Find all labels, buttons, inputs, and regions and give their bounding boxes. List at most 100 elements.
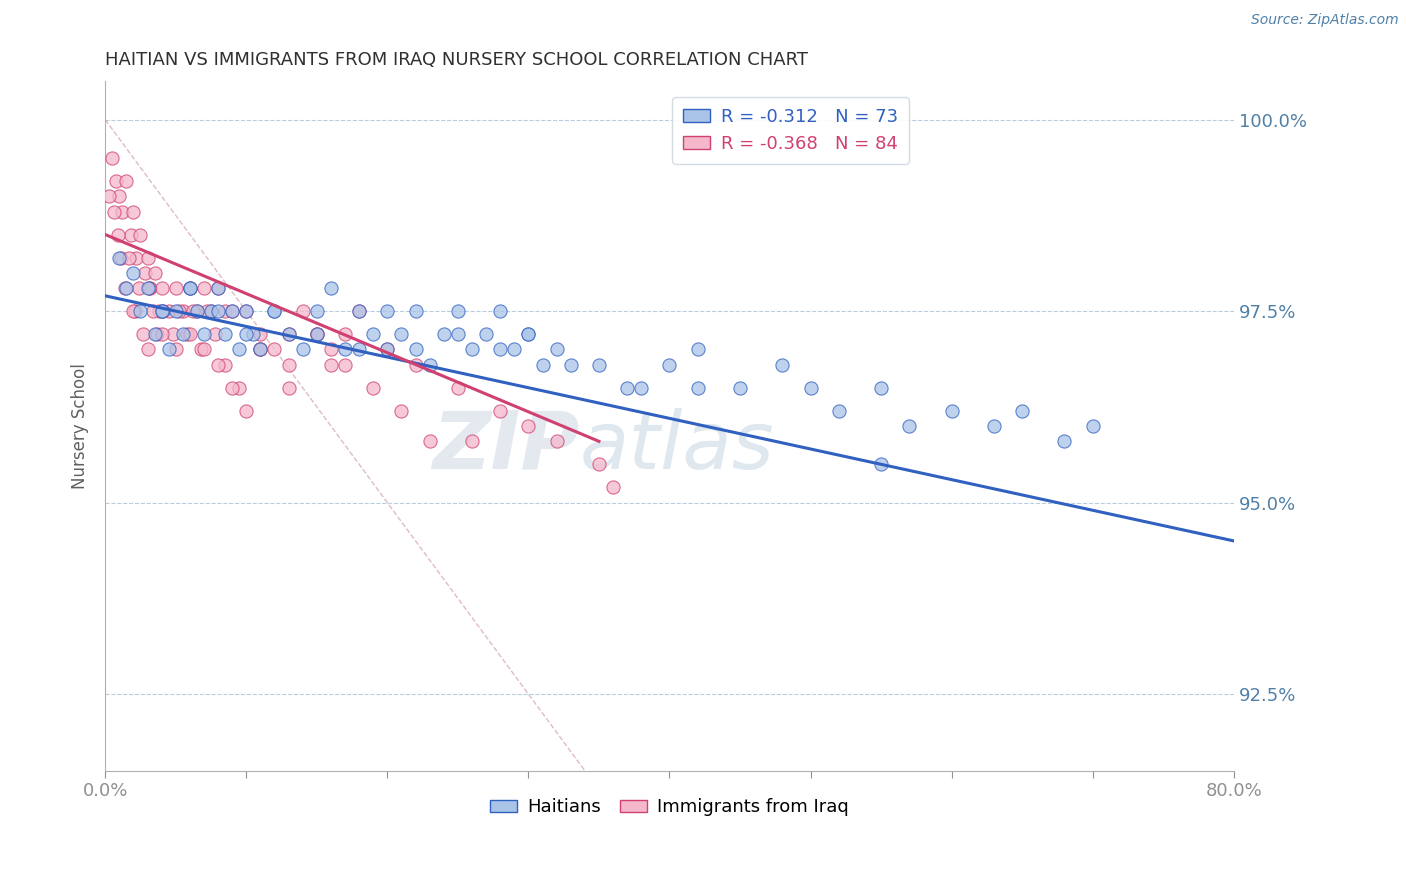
Point <box>277 327 299 342</box>
Point <box>235 327 257 342</box>
Point <box>305 304 328 318</box>
Point <box>186 304 208 318</box>
Point <box>546 434 568 449</box>
Point <box>207 281 229 295</box>
Point <box>377 304 399 318</box>
Point <box>242 327 264 342</box>
Point <box>124 304 146 318</box>
Point <box>447 304 470 318</box>
Point <box>235 304 257 318</box>
Point <box>214 304 236 318</box>
Text: Source: ZipAtlas.com: Source: ZipAtlas.com <box>1251 13 1399 28</box>
Point <box>165 343 187 357</box>
Point <box>204 327 226 342</box>
Point <box>157 304 180 318</box>
Point <box>115 174 138 188</box>
Point <box>165 304 187 318</box>
Point <box>898 419 921 434</box>
Point <box>503 343 526 357</box>
Point <box>630 381 652 395</box>
Point <box>277 358 299 372</box>
Point <box>263 304 285 318</box>
Point <box>489 343 512 357</box>
Text: ZIP: ZIP <box>432 408 579 486</box>
Point <box>405 358 427 372</box>
Point <box>333 343 356 357</box>
Point <box>391 327 413 342</box>
Point <box>98 189 121 203</box>
Point <box>129 304 152 318</box>
Point <box>1053 434 1076 449</box>
Point <box>347 304 370 318</box>
Point <box>361 327 384 342</box>
Point <box>941 403 963 417</box>
Point <box>143 266 166 280</box>
Point <box>870 458 893 472</box>
Point <box>179 281 201 295</box>
Point <box>136 343 159 357</box>
Point <box>686 381 709 395</box>
Point <box>377 343 399 357</box>
Point <box>179 327 201 342</box>
Point <box>150 304 173 318</box>
Point <box>249 343 271 357</box>
Point <box>405 304 427 318</box>
Point <box>207 304 229 318</box>
Text: HAITIAN VS IMMIGRANTS FROM IRAQ NURSERY SCHOOL CORRELATION CHART: HAITIAN VS IMMIGRANTS FROM IRAQ NURSERY … <box>105 51 808 69</box>
Point <box>489 304 512 318</box>
Point <box>333 327 356 342</box>
Point <box>291 304 314 318</box>
Point <box>142 304 165 318</box>
Point <box>347 343 370 357</box>
Point <box>728 381 751 395</box>
Point <box>221 381 243 395</box>
Legend: Haitians, Immigrants from Iraq: Haitians, Immigrants from Iraq <box>482 791 856 823</box>
Point <box>193 343 215 357</box>
Point <box>179 281 201 295</box>
Point <box>108 251 131 265</box>
Point <box>107 227 129 242</box>
Point <box>193 281 215 295</box>
Point <box>129 227 152 242</box>
Point <box>277 327 299 342</box>
Point <box>150 281 173 295</box>
Point <box>193 327 215 342</box>
Point <box>291 343 314 357</box>
Point <box>146 327 169 342</box>
Point <box>108 189 131 203</box>
Point <box>118 251 141 265</box>
Point <box>150 304 173 318</box>
Point <box>207 358 229 372</box>
Point <box>305 327 328 342</box>
Point <box>148 304 170 318</box>
Point <box>125 251 148 265</box>
Point <box>172 304 194 318</box>
Point <box>101 151 124 165</box>
Point <box>103 204 125 219</box>
Point <box>136 251 159 265</box>
Point <box>319 343 342 357</box>
Point <box>347 304 370 318</box>
Point <box>419 434 441 449</box>
Point <box>165 281 187 295</box>
Point <box>333 358 356 372</box>
Point <box>139 281 162 295</box>
Point <box>616 381 638 395</box>
Point <box>162 327 184 342</box>
Point <box>377 343 399 357</box>
Point <box>120 227 142 242</box>
Point <box>419 358 441 372</box>
Point <box>176 327 198 342</box>
Point <box>228 381 250 395</box>
Point <box>461 343 484 357</box>
Point <box>658 358 681 372</box>
Point <box>167 304 190 318</box>
Point <box>828 403 851 417</box>
Point <box>686 343 709 357</box>
Point <box>1011 403 1033 417</box>
Point <box>190 343 212 357</box>
Point <box>983 419 1005 434</box>
Point <box>588 458 610 472</box>
Point <box>263 343 285 357</box>
Point <box>391 403 413 417</box>
